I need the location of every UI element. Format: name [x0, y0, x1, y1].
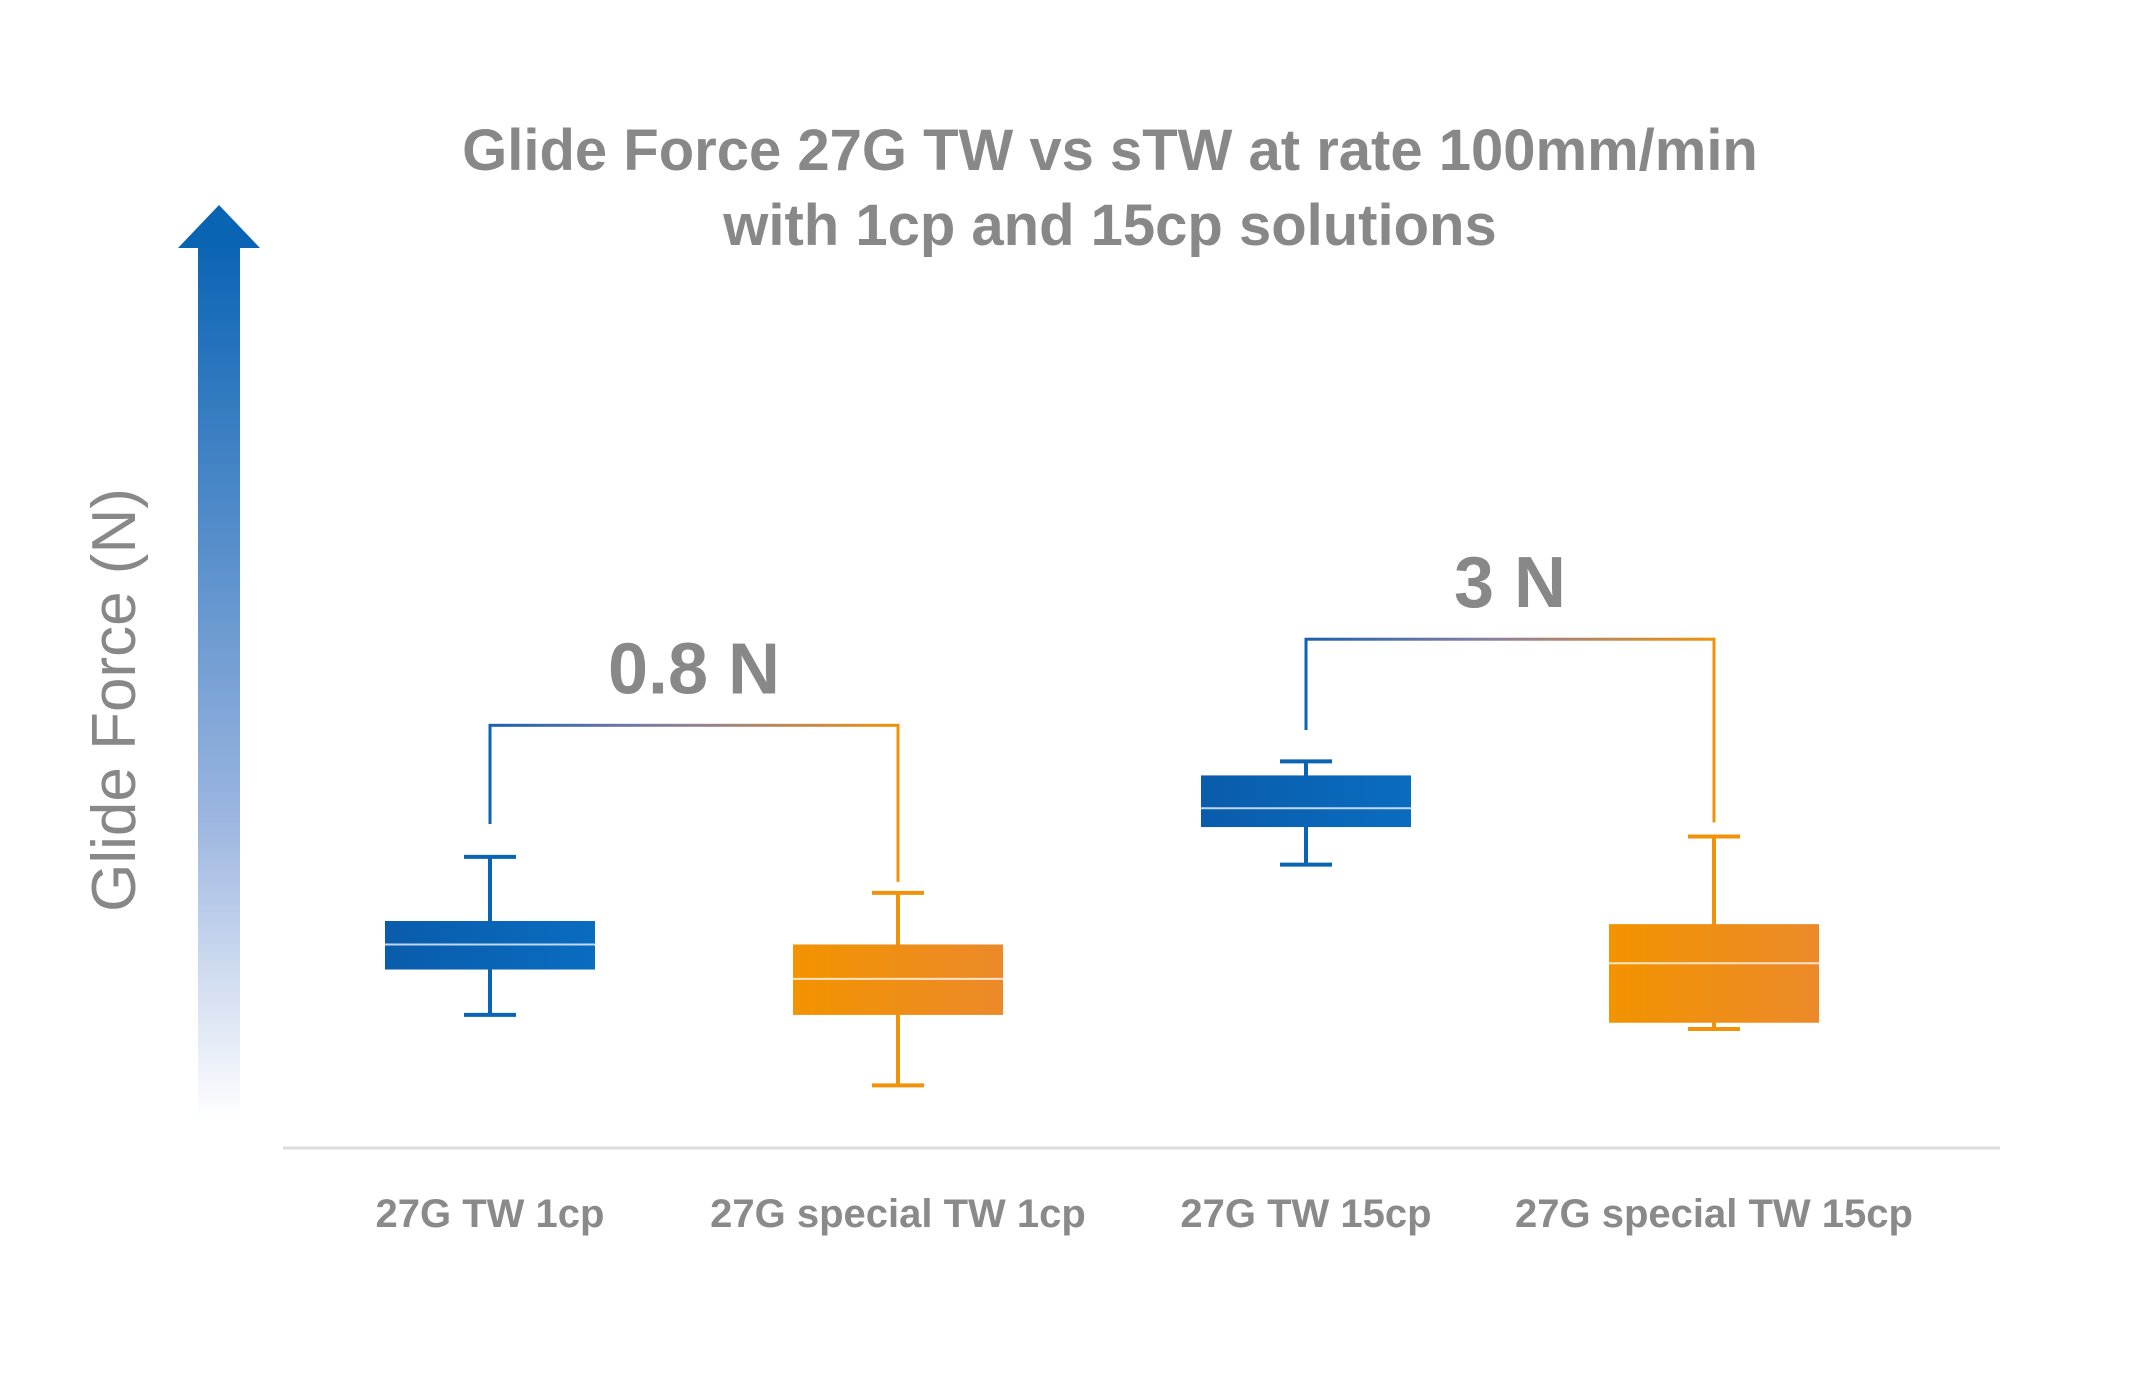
difference-label: 3 N	[1454, 543, 1566, 623]
bracket-bar	[488, 723, 900, 727]
y-axis-arrow	[178, 205, 260, 1120]
box-27g-special-tw-1cp	[793, 890, 1003, 1088]
x-tick-label: 27G TW 15cp	[1180, 1192, 1431, 1236]
chart-title: Glide Force 27G TW vs sTW at rate 100mm/…	[462, 118, 1758, 183]
chart-subtitle: with 1cp and 15cp solutions	[722, 193, 1496, 258]
box-27g-tw-15cp	[1201, 759, 1411, 867]
box-27g-special-tw-15cp	[1609, 834, 1819, 1032]
bracket-3-n: 3 N	[1304, 543, 1716, 823]
difference-label: 0.8 N	[608, 629, 780, 709]
iqr-box	[1609, 924, 1819, 1023]
y-axis-label: Glide Force (N)	[80, 488, 149, 912]
x-tick-label: 27G special TW 15cp	[1515, 1192, 1913, 1236]
iqr-box	[1201, 775, 1411, 828]
box-27g-tw-1cp	[385, 854, 595, 1017]
x-tick-label: 27G special TW 1cp	[710, 1192, 1086, 1236]
x-tick-label: 27G TW 1cp	[376, 1192, 605, 1236]
bracket-0-8-n: 0.8 N	[488, 629, 900, 882]
bracket-bar	[1304, 637, 1716, 641]
